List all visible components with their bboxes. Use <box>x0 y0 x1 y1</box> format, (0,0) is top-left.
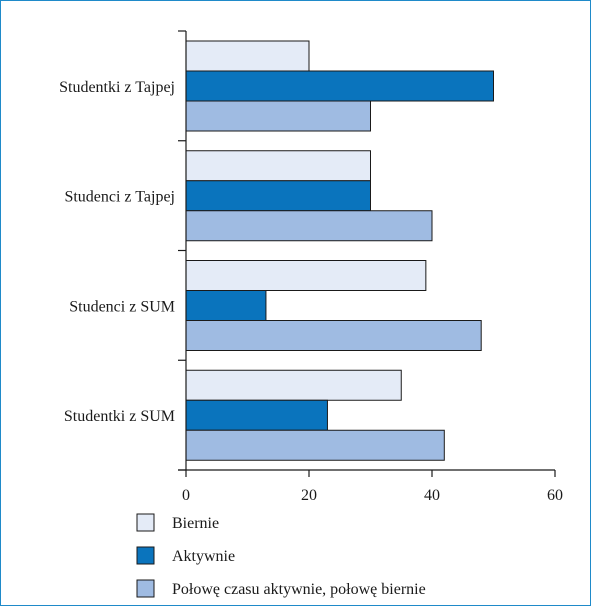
category-label: Studentki z Tajpej <box>59 79 175 96</box>
x-tick-label: 20 <box>301 487 317 504</box>
legend-swatch <box>136 546 155 565</box>
legend-label: Biernie <box>172 515 219 532</box>
bar <box>185 320 482 351</box>
bar <box>185 260 427 291</box>
bar <box>185 40 310 72</box>
x-tick-label: 60 <box>547 487 563 504</box>
axes-layer: Studentki z Tajpej Studenci z Tajpej Stude… <box>59 30 563 504</box>
bar <box>185 369 402 401</box>
bar <box>185 429 445 461</box>
legend: Biernie Aktywnie Połowę czasu aktywnie, po… <box>136 513 426 598</box>
bar <box>185 290 267 321</box>
bar <box>185 100 371 132</box>
bars-layer <box>185 40 494 461</box>
x-tick-label: 40 <box>424 487 440 504</box>
legend-label: Aktywnie <box>172 548 235 565</box>
legend-swatch <box>136 579 155 598</box>
bar <box>185 180 371 212</box>
legend-swatch <box>136 513 155 532</box>
category-label: Studenci z Tajpej <box>64 189 175 206</box>
bar <box>185 150 371 182</box>
legend-label: Połowę czasu aktywnie, połowę biernie <box>172 581 426 598</box>
category-label: Studenci z SUM <box>69 298 175 315</box>
x-tick-label: 0 <box>182 487 190 504</box>
bar <box>185 210 433 242</box>
bar <box>185 70 494 102</box>
bar <box>185 399 328 431</box>
category-label: Studentki z SUM <box>64 408 175 425</box>
